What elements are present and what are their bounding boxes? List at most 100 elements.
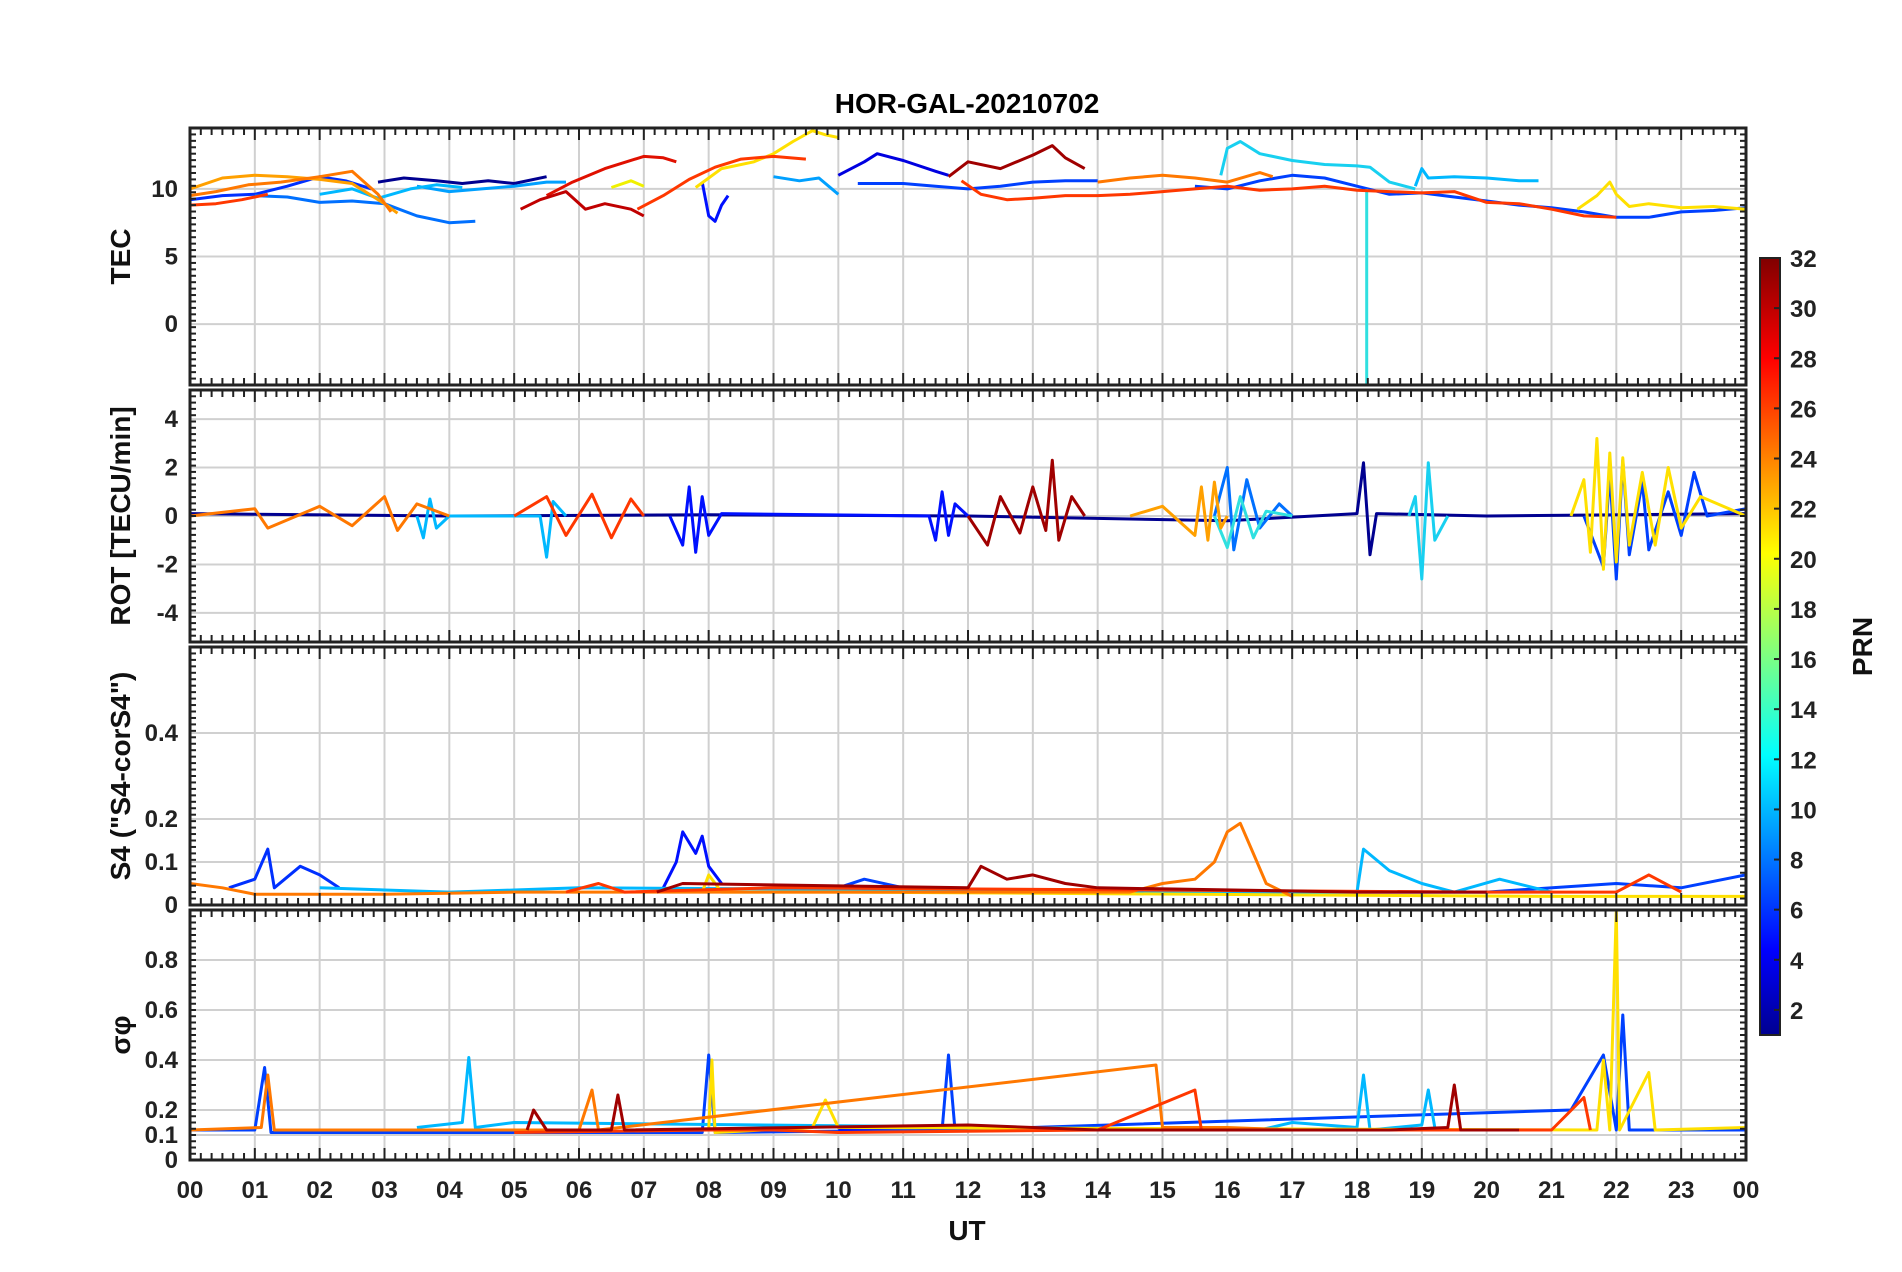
series-prn-20	[610, 179, 645, 189]
y-tick-label: 0	[165, 311, 178, 338]
series-prn-6	[1194, 173, 1746, 219]
y-tick-label: 4	[165, 406, 179, 433]
series-prn-21	[1569, 437, 1746, 571]
panel-s4: 0 0.1 0.2 0.4 S4 ("S4-corS4")	[105, 645, 1748, 919]
x-tick-label: 09	[760, 1177, 787, 1204]
chart-title: HOR-GAL-20210702	[835, 88, 1100, 119]
series-prn-8	[254, 194, 476, 225]
series-prn-28	[545, 154, 677, 197]
y-tick-label: 0.4	[145, 720, 179, 747]
series-prn-31	[656, 864, 1487, 894]
series-prn-5	[190, 175, 372, 202]
series-group	[190, 437, 1746, 581]
y-tick-label: 5	[165, 244, 178, 271]
x-tick-label: 05	[501, 1177, 528, 1204]
series-prn-31	[966, 458, 1086, 547]
x-tick-label: 00	[177, 1177, 204, 1204]
colorbar-tick-label: 16	[1790, 647, 1817, 674]
colorbar-tick-label: 14	[1790, 697, 1817, 724]
x-axis-label: UT	[948, 1215, 985, 1246]
series-prn-8	[1212, 466, 1294, 552]
y-tick-label: 10	[151, 176, 178, 203]
x-tick-label: 07	[630, 1177, 657, 1204]
colorbar-tick-label: 12	[1790, 747, 1817, 774]
y-tick-label: 0	[165, 503, 178, 530]
y-axis-label: σφ	[105, 1015, 136, 1054]
series-prn-5	[228, 847, 340, 890]
series-prn-24	[190, 169, 393, 213]
colorbar-tick-label: 18	[1790, 597, 1817, 624]
colorbar-tick-label: 8	[1790, 848, 1803, 875]
x-tick-label: 18	[1344, 1177, 1371, 1204]
series-prn-10	[773, 175, 840, 196]
x-tick-label: 17	[1279, 1177, 1306, 1204]
x-tick-label: 03	[371, 1177, 398, 1204]
series-prn-4	[661, 830, 723, 889]
series-prn-12	[1407, 461, 1450, 581]
y-axis-label: S4 ("S4-corS4")	[105, 672, 136, 881]
series-prn-30	[519, 190, 645, 218]
x-tick-label: 11	[890, 1177, 915, 1204]
series-prn-26	[513, 492, 645, 540]
colorbar-tick-label: 32	[1790, 246, 1817, 273]
y-tick-label: 0	[165, 892, 178, 919]
x-tick-label: 01	[241, 1177, 268, 1204]
series-prn-21	[1576, 180, 1746, 211]
colorbar-tick-label: 10	[1790, 797, 1817, 824]
y-tick-label: 0.2	[145, 1097, 178, 1124]
y-tick-label: 0.2	[145, 806, 178, 833]
series-prn-23	[1129, 480, 1229, 542]
y-axis-label: ROT [TECU/min]	[105, 406, 136, 625]
series-prn-24	[190, 495, 450, 532]
series-prn-1	[377, 175, 547, 185]
x-tick-label: 04	[436, 1177, 463, 1204]
series-prn-4	[668, 485, 970, 554]
colorbar-gradient	[1759, 257, 1781, 1036]
x-tick-label: 06	[566, 1177, 593, 1204]
series-group	[190, 910, 1746, 1134]
colorbar-tick-label: 30	[1790, 296, 1817, 323]
series-prn-26	[960, 179, 1617, 219]
x-tick-label: 19	[1408, 1177, 1435, 1204]
series-prn-26	[514, 1088, 1592, 1134]
series-prn-11	[319, 183, 463, 200]
series-prn-6	[857, 179, 1098, 191]
colorbar-tick-label: 4	[1790, 948, 1804, 975]
series-prn-21	[694, 129, 839, 189]
colorbar-tick-label: 2	[1790, 998, 1803, 1025]
series-prn-21	[707, 910, 1746, 1134]
x-tick-label: 00	[1733, 1177, 1760, 1204]
x-tick-label: 10	[825, 1177, 852, 1204]
colorbar-tick-label: 6	[1790, 898, 1803, 925]
series-group	[190, 129, 1746, 385]
series-prn-26	[190, 192, 269, 207]
series-prn-31	[947, 144, 1086, 178]
series-prn-26	[565, 873, 1682, 894]
colorbar-tick-label: 22	[1790, 497, 1817, 524]
minor-ticks	[189, 646, 1747, 906]
series-prn-10	[416, 180, 566, 194]
colorbar-label: PRN	[1847, 617, 1878, 676]
x-axis-ticks: 00 01 02 03 04 05 06 07 08 09 10 11 12 13 14 15 16 17 18 19…	[177, 1177, 1760, 1204]
y-axis-label: TEC	[105, 229, 136, 285]
x-tick-label: 15	[1149, 1177, 1176, 1204]
x-tick-label: 20	[1473, 1177, 1500, 1204]
panel-rot: -4 -2 0 2 4 ROT [TECU/min]	[105, 388, 1748, 644]
x-tick-label: 13	[1019, 1177, 1046, 1204]
series-prn-4	[700, 181, 730, 223]
x-tick-label: 02	[306, 1177, 333, 1204]
minor-ticks	[189, 389, 1747, 643]
series-prn-24	[190, 821, 1293, 898]
x-tick-label: 14	[1084, 1177, 1111, 1204]
x-tick-label: 16	[1214, 1177, 1241, 1204]
minor-ticks	[189, 909, 1747, 1161]
series-prn-3	[837, 152, 949, 177]
series-prn-24	[1097, 171, 1274, 184]
y-tick-label: -2	[157, 551, 178, 578]
colorbar-tick-label: 24	[1790, 447, 1817, 474]
series-prn-11	[416, 1056, 1437, 1132]
y-tick-label: 0.8	[145, 947, 178, 974]
